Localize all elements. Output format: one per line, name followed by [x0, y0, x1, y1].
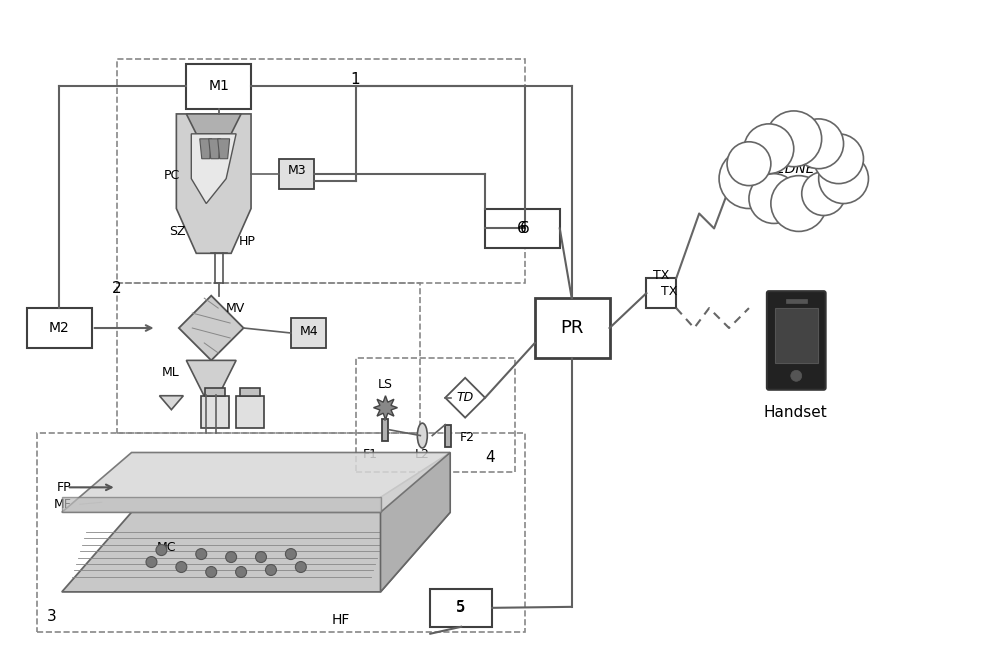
Bar: [205, 388, 225, 396]
Text: M2: M2: [48, 321, 69, 335]
Circle shape: [791, 371, 802, 381]
Text: LS: LS: [378, 379, 393, 391]
Bar: [201, 396, 229, 428]
Text: Handset: Handset: [764, 405, 828, 420]
Circle shape: [295, 562, 306, 572]
Ellipse shape: [417, 423, 427, 448]
Text: M4: M4: [299, 324, 318, 337]
Circle shape: [206, 566, 217, 577]
Text: 6: 6: [517, 221, 527, 236]
Bar: [236, 396, 264, 428]
Text: HP: HP: [239, 235, 256, 248]
Bar: [786, 299, 807, 303]
Circle shape: [802, 172, 846, 215]
Text: ML: ML: [161, 367, 179, 379]
FancyBboxPatch shape: [767, 291, 826, 390]
Polygon shape: [62, 452, 450, 512]
Circle shape: [819, 154, 868, 204]
Circle shape: [814, 134, 863, 184]
Polygon shape: [200, 139, 212, 158]
Text: TX: TX: [653, 269, 670, 282]
Circle shape: [744, 124, 794, 174]
Text: 6: 6: [520, 221, 530, 236]
Bar: [27, 308, 92, 348]
Circle shape: [156, 544, 167, 556]
Bar: [382, 418, 388, 440]
Circle shape: [256, 552, 266, 562]
Text: F2: F2: [460, 431, 475, 444]
Circle shape: [146, 556, 157, 568]
Bar: [775, 308, 818, 363]
Bar: [485, 209, 560, 249]
Circle shape: [749, 174, 799, 223]
Polygon shape: [62, 512, 450, 592]
Circle shape: [727, 142, 771, 186]
Polygon shape: [186, 114, 241, 134]
Circle shape: [285, 548, 296, 560]
Bar: [535, 298, 610, 358]
Text: MF: MF: [54, 498, 72, 511]
Text: MV: MV: [226, 302, 245, 315]
Circle shape: [236, 566, 247, 577]
Text: FP: FP: [57, 481, 72, 494]
Bar: [646, 278, 676, 308]
Polygon shape: [179, 296, 244, 361]
Circle shape: [771, 176, 827, 231]
Circle shape: [794, 119, 844, 168]
Text: 5: 5: [456, 600, 465, 614]
Text: 5: 5: [456, 600, 466, 615]
Text: PC: PC: [163, 169, 180, 182]
Polygon shape: [191, 134, 236, 204]
Bar: [186, 64, 251, 109]
Polygon shape: [381, 452, 450, 592]
Circle shape: [176, 562, 187, 572]
Text: M1: M1: [209, 79, 230, 93]
Polygon shape: [62, 497, 381, 512]
Circle shape: [766, 111, 822, 166]
Bar: [356, 358, 515, 473]
Bar: [430, 589, 492, 627]
Polygon shape: [218, 139, 230, 158]
Text: F1: F1: [363, 448, 378, 461]
Bar: [291, 318, 326, 348]
Bar: [37, 432, 525, 632]
Bar: [117, 59, 525, 283]
Bar: [117, 283, 420, 432]
Text: L2: L2: [415, 448, 430, 461]
Circle shape: [226, 552, 237, 562]
Polygon shape: [445, 378, 485, 418]
Polygon shape: [186, 361, 236, 395]
Text: MC: MC: [156, 540, 176, 554]
Text: SZ: SZ: [169, 225, 186, 238]
Text: 3: 3: [47, 609, 57, 625]
Bar: [240, 388, 260, 396]
Bar: [279, 158, 314, 188]
Text: 4: 4: [485, 450, 495, 465]
Text: M3: M3: [288, 164, 306, 177]
Circle shape: [196, 548, 207, 560]
Bar: [445, 424, 451, 446]
Text: TD: TD: [457, 391, 474, 404]
Polygon shape: [176, 114, 251, 253]
Text: HF: HF: [331, 613, 350, 627]
Polygon shape: [374, 396, 397, 420]
Text: 1: 1: [351, 72, 360, 87]
Text: MEDNET: MEDNET: [764, 162, 823, 176]
Polygon shape: [159, 396, 183, 410]
Text: 2: 2: [112, 280, 121, 296]
Circle shape: [265, 564, 276, 575]
Text: PR: PR: [560, 319, 583, 337]
Text: TX: TX: [661, 284, 678, 298]
Polygon shape: [209, 139, 221, 158]
Circle shape: [719, 149, 779, 209]
